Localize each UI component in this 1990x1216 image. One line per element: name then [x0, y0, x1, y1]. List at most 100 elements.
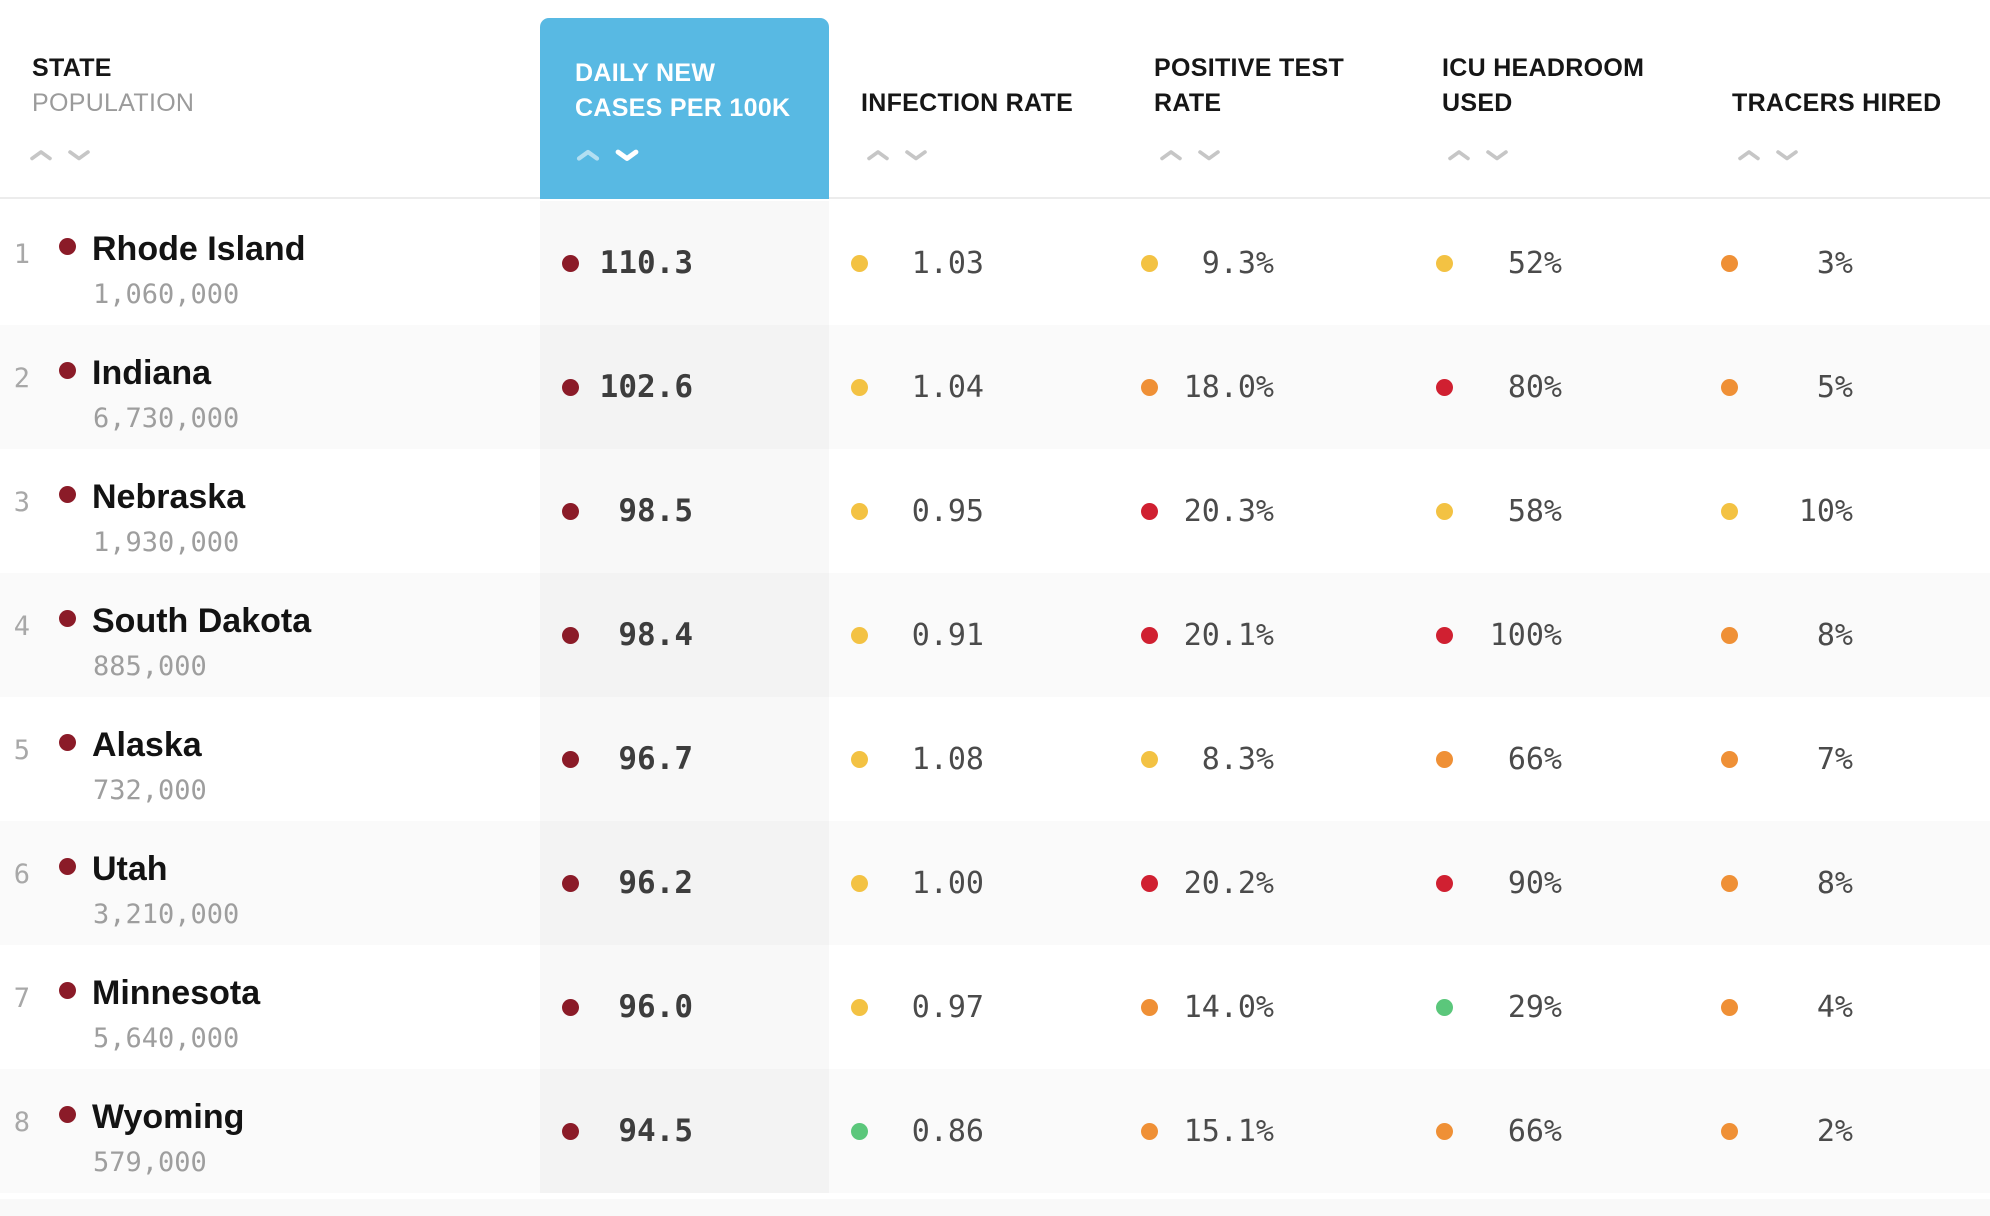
row-rank: 6 [13, 859, 30, 890]
cell-positive-test-rate: 8.3% [1141, 697, 1274, 821]
sort-desc-icon[interactable] [66, 147, 92, 163]
state-row-nebraska[interactable]: 3 Nebraska 1,930,000 98.5 0.95 20.3% 58%… [0, 449, 1990, 573]
row-rank: 3 [13, 487, 30, 518]
sort-asc-icon[interactable] [575, 147, 601, 163]
metric-dot [1721, 874, 1738, 892]
state-row-utah[interactable]: 6 Utah 3,210,000 96.2 1.00 20.2% 90% 8% [0, 821, 1990, 945]
state-severity-dot [59, 362, 76, 379]
state-severity-dot [59, 734, 76, 751]
sort-desc-icon[interactable] [1774, 147, 1800, 163]
cell-infection-rate: 1.03 [851, 201, 984, 325]
row-rank: 2 [13, 363, 30, 394]
metric-dot [562, 502, 579, 520]
cell-infection-rate: 1.04 [851, 325, 984, 449]
metric-dot [1721, 750, 1738, 768]
next-row-edge [0, 1199, 1990, 1216]
cell-daily-new-cases: 98.5 [540, 449, 829, 573]
state-row-alaska[interactable]: 5 Alaska 732,000 96.7 1.08 8.3% 66% 7% [0, 697, 1990, 821]
state-name: Nebraska [92, 478, 246, 516]
cell-infection-rate: 0.95 [851, 449, 984, 573]
cell-daily-new-cases: 96.7 [540, 697, 829, 821]
infection-rate-value: 0.95 [911, 493, 984, 529]
metric-dot [1436, 502, 1453, 520]
cell-positive-test-rate: 20.3% [1141, 449, 1274, 573]
tracers-hired-value: 8% [1816, 617, 1853, 653]
icu-header-line2: USED [1442, 89, 1513, 117]
sort-asc-icon[interactable] [1736, 147, 1762, 163]
state-row-south-dakota[interactable]: 4 South Dakota 885,000 98.4 0.91 20.1% 1… [0, 573, 1990, 697]
state-severity-dot [59, 982, 76, 999]
metric-dot [562, 750, 579, 768]
state-population: 5,640,000 [93, 1023, 240, 1054]
state-population: 579,000 [93, 1147, 207, 1178]
state-row-minnesota[interactable]: 7 Minnesota 5,640,000 96.0 0.97 14.0% 29… [0, 945, 1990, 1069]
cell-tracers-hired: 5% [1721, 325, 1853, 449]
sort-desc-icon-active[interactable] [614, 147, 640, 163]
state-severity-dot [59, 486, 76, 503]
cell-daily-new-cases: 96.2 [540, 821, 829, 945]
cell-positive-test-rate: 20.1% [1141, 573, 1274, 697]
cases-header-line2: CASES PER 100K [575, 94, 791, 122]
daily-new-cases-value: 96.2 [618, 865, 693, 901]
positive-header-line1: POSITIVE TEST [1154, 54, 1345, 82]
column-header-infection-rate[interactable]: INFECTION RATE [861, 89, 1074, 117]
sort-asc-icon[interactable] [1158, 147, 1184, 163]
metric-dot [562, 998, 579, 1016]
cell-positive-test-rate: 20.2% [1141, 821, 1274, 945]
state-population: 885,000 [93, 651, 207, 682]
state-population: 6,730,000 [93, 403, 240, 434]
cell-tracers-hired: 2% [1721, 1069, 1853, 1193]
sort-desc-icon[interactable] [1196, 147, 1222, 163]
column-header-state[interactable]: STATE POPULATION [32, 51, 194, 121]
cell-positive-test-rate: 15.1% [1141, 1069, 1274, 1193]
metric-dot [851, 378, 868, 396]
tracers-hired-value: 7% [1816, 741, 1853, 777]
column-header-daily-new-cases[interactable]: DAILY NEW CASES PER 100K [540, 18, 829, 199]
metric-dot [1141, 1122, 1158, 1140]
column-header-icu-headroom[interactable]: ICU HEADROOM USED [1442, 51, 1644, 121]
state-row-indiana[interactable]: 2 Indiana 6,730,000 102.6 1.04 18.0% 80%… [0, 325, 1990, 449]
metric-dot [1721, 378, 1738, 396]
daily-new-cases-value: 98.4 [618, 617, 693, 653]
column-header-positive-test-rate[interactable]: POSITIVE TEST RATE [1154, 51, 1344, 121]
icu-headroom-value: 29% [1507, 989, 1562, 1025]
metric-dot [851, 998, 868, 1016]
cell-tracers-hired: 8% [1721, 821, 1853, 945]
icu-header-line1: ICU HEADROOM [1442, 54, 1645, 82]
metric-dot [1721, 254, 1738, 272]
row-divider [0, 1193, 1990, 1199]
state-name: Wyoming [92, 1098, 245, 1136]
infection-rate-value: 0.91 [911, 617, 984, 653]
tracers-hired-value: 8% [1816, 865, 1853, 901]
state-name: Minnesota [92, 974, 261, 1012]
state-name: Indiana [92, 354, 212, 392]
sort-desc-icon[interactable] [1484, 147, 1510, 163]
sort-desc-icon[interactable] [903, 147, 929, 163]
cases-header-line1: DAILY NEW [575, 59, 716, 87]
icu-headroom-value: 52% [1507, 245, 1562, 281]
metric-dot [1436, 626, 1453, 644]
daily-new-cases-header-label: DAILY NEW CASES PER 100K [575, 56, 790, 126]
cell-infection-rate: 0.91 [851, 573, 984, 697]
state-row-wyoming[interactable]: 8 Wyoming 579,000 94.5 0.86 15.1% 66% 2% [0, 1069, 1990, 1193]
metric-dot [1436, 378, 1453, 396]
column-header-tracers-hired[interactable]: TRACERS HIRED [1732, 89, 1942, 117]
infection-rate-value: 1.03 [911, 245, 984, 281]
icu-headroom-value: 100% [1489, 617, 1562, 653]
metric-dot [1141, 750, 1158, 768]
metric-dot [851, 874, 868, 892]
state-header-line1: STATE [32, 54, 112, 82]
state-severity-dot [59, 610, 76, 627]
positive-test-rate-value: 8.3% [1201, 741, 1274, 777]
state-row-rhode-island[interactable]: 1 Rhode Island 1,060,000 110.3 1.03 9.3%… [0, 201, 1990, 325]
sort-asc-icon[interactable] [28, 147, 54, 163]
cell-infection-rate: 0.86 [851, 1069, 984, 1193]
infection-rate-value: 1.08 [911, 741, 984, 777]
icu-headroom-value: 66% [1507, 1113, 1562, 1149]
cell-daily-new-cases: 110.3 [540, 201, 829, 325]
sort-asc-icon[interactable] [1446, 147, 1472, 163]
positive-test-rate-value: 20.3% [1183, 493, 1274, 529]
sort-asc-icon[interactable] [865, 147, 891, 163]
state-population: 1,930,000 [93, 527, 240, 558]
cell-positive-test-rate: 18.0% [1141, 325, 1274, 449]
